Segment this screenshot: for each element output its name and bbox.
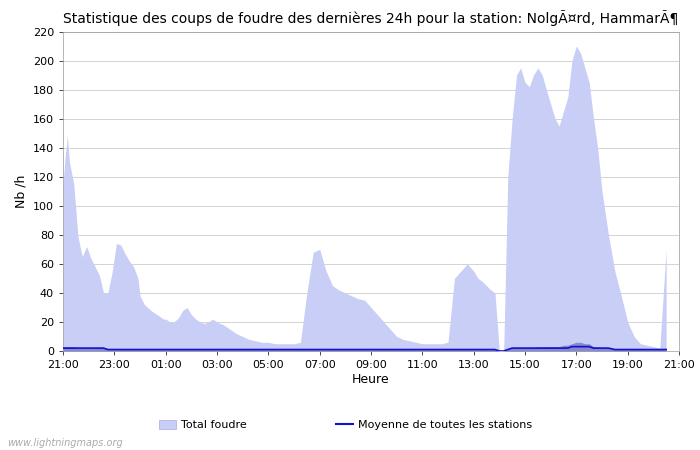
Text: www.lightningmaps.org: www.lightningmaps.org — [7, 438, 122, 448]
Y-axis label: Nb /h: Nb /h — [14, 175, 27, 208]
Title: Statistique des coups de foudre des dernières 24h pour la station: NolgÃ¤rd, Ham: Statistique des coups de foudre des dern… — [63, 10, 679, 26]
X-axis label: Heure: Heure — [352, 373, 390, 386]
Legend: Foudre détectée par NolgÃ¤rd, HammarÃ¶: Foudre détectée par NolgÃ¤rd, HammarÃ¶ — [155, 446, 424, 450]
